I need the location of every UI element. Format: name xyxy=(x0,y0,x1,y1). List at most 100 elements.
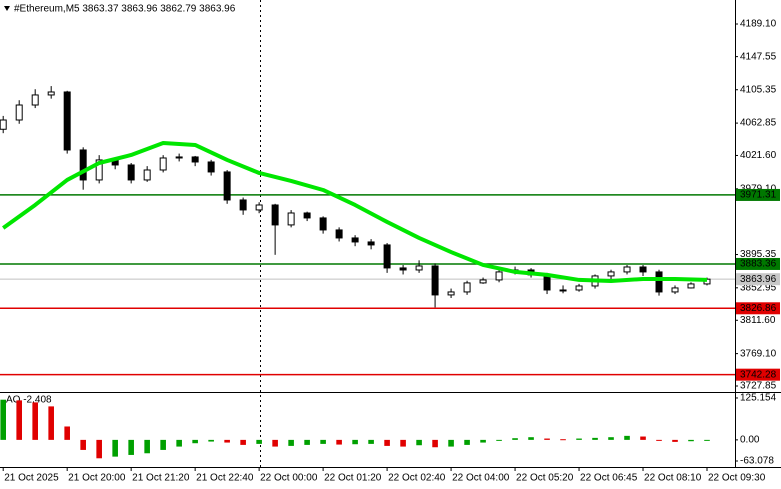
candle-body xyxy=(127,164,135,181)
indicator-bar xyxy=(704,439,710,441)
indicator-bar xyxy=(304,439,310,445)
indicator-bar xyxy=(48,406,54,440)
indicator-bar xyxy=(288,439,294,446)
indicator-bar xyxy=(512,438,518,440)
indicator-bar xyxy=(688,439,694,442)
menu-icon[interactable] xyxy=(4,6,10,11)
indicator-bar xyxy=(208,439,214,442)
indicator-bar xyxy=(320,439,326,444)
candle-body xyxy=(399,267,407,271)
candle-body xyxy=(495,271,503,281)
candle-body xyxy=(671,287,679,293)
candle-body xyxy=(63,91,71,151)
price-box-label: 3971.31 xyxy=(740,190,777,201)
candle-body xyxy=(575,285,583,291)
candle-body xyxy=(335,229,343,239)
candle-body xyxy=(191,156,199,163)
x-tick-label: 22 Oct 09:30 xyxy=(708,473,766,484)
x-tick-label: 22 Oct 04:00 xyxy=(452,473,510,484)
y-tick-label: 4021.60 xyxy=(740,150,777,161)
indicator-y-tick-label: 0.00 xyxy=(740,435,760,446)
y-tick-label: 3727.85 xyxy=(740,381,777,392)
candle-body xyxy=(175,156,183,159)
candle-body xyxy=(319,217,327,231)
indicator-bar xyxy=(464,439,470,445)
candle-body xyxy=(383,244,391,269)
moving-average xyxy=(2,140,708,283)
candle-body xyxy=(271,204,279,226)
candle-body xyxy=(159,157,167,171)
indicator-bar xyxy=(96,439,102,459)
x-tick-label: 22 Oct 02:40 xyxy=(388,473,446,484)
price-box xyxy=(736,368,780,381)
price-box xyxy=(736,257,780,270)
indicator-label: AO -2.408 xyxy=(6,395,52,406)
candle-body xyxy=(79,149,87,181)
candle-body xyxy=(15,104,23,121)
x-tick-label: 21 Oct 2025 xyxy=(4,473,59,484)
indicator-bar xyxy=(672,439,678,442)
indicator-bar xyxy=(256,439,262,444)
x-tick-label: 21 Oct 22:40 xyxy=(196,473,254,484)
indicator-bar xyxy=(544,438,550,440)
indicator-bar xyxy=(176,439,182,447)
y-tick-label: 3895.35 xyxy=(740,249,777,260)
indicator-bar xyxy=(480,439,486,443)
price-box xyxy=(736,302,780,315)
indicator-bar xyxy=(640,436,646,440)
indicator-bar xyxy=(528,437,534,440)
indicator-bar xyxy=(608,437,614,440)
y-tick-label: 4147.55 xyxy=(740,51,777,62)
candle-body xyxy=(415,265,423,271)
price-box xyxy=(736,273,780,286)
candle-body xyxy=(239,199,247,211)
candle-body xyxy=(559,289,567,292)
indicator-bar xyxy=(160,439,166,450)
indicator-bar xyxy=(0,399,6,440)
candle-body xyxy=(623,266,631,273)
indicator-y-tick-label: -63.078 xyxy=(740,456,774,467)
candle-body xyxy=(0,119,7,130)
candle-body xyxy=(655,271,663,293)
candle-body xyxy=(447,291,455,296)
indicator-bar xyxy=(336,439,342,445)
y-tick-label: 3769.10 xyxy=(740,348,777,359)
indicator-bar xyxy=(384,439,390,446)
indicator-bar xyxy=(224,439,230,443)
price-box-label: 3742.28 xyxy=(740,369,777,380)
candle-body xyxy=(639,266,647,273)
indicator-bar xyxy=(416,439,422,446)
y-tick-label: 3811.60 xyxy=(740,315,776,326)
candle-body xyxy=(367,241,375,246)
x-tick-label: 22 Oct 00:00 xyxy=(260,473,318,484)
candle-body xyxy=(143,169,151,181)
indicator-bar xyxy=(624,435,630,440)
indicator-bar xyxy=(272,439,278,447)
y-tick-label: 4189.10 xyxy=(740,19,777,30)
candle-body xyxy=(479,279,487,284)
x-tick-label: 22 Oct 08:10 xyxy=(644,473,702,484)
x-tick-label: 22 Oct 06:45 xyxy=(580,473,638,484)
y-tick-label: 3852.95 xyxy=(740,282,777,293)
candle-body xyxy=(303,212,311,219)
candle-body xyxy=(287,212,295,226)
indicator-bar xyxy=(656,439,662,441)
indicator-bar xyxy=(64,426,70,440)
indicator-y-tick-label: 125.154 xyxy=(740,393,777,404)
price-box xyxy=(736,188,780,201)
indicator-bar xyxy=(16,400,22,440)
candle-body xyxy=(687,283,695,289)
price-box-label: 3863.96 xyxy=(740,274,777,285)
y-tick-label: 4062.85 xyxy=(740,118,777,129)
indicator-bar xyxy=(112,439,118,457)
candle-body xyxy=(207,161,215,173)
chart-title: #Ethereum,M5 3863.37 3863.96 3862.79 386… xyxy=(14,4,236,15)
indicator-bar xyxy=(400,439,406,447)
indicator-bar xyxy=(192,439,198,444)
indicator-bar xyxy=(240,439,246,445)
x-tick-label: 21 Oct 20:00 xyxy=(68,473,126,484)
indicator-bar xyxy=(32,402,38,440)
indicator-bar xyxy=(352,439,358,445)
x-tick-label: 21 Oct 21:20 xyxy=(132,473,190,484)
price-box-label: 3883.36 xyxy=(740,259,777,270)
